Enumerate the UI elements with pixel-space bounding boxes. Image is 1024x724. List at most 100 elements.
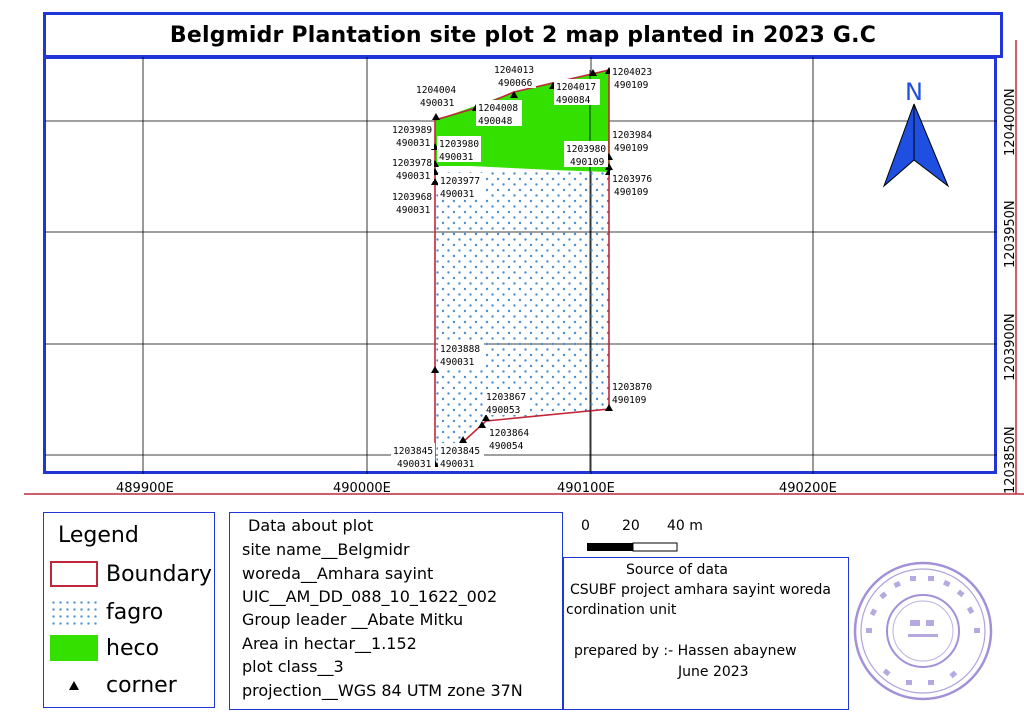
prepared-by: prepared by :- Hassen abaynew bbox=[574, 643, 797, 659]
scale-label: 0 bbox=[581, 518, 590, 534]
info-heading: Data about plot bbox=[248, 516, 374, 535]
coord-label-n: 490066 bbox=[498, 78, 533, 89]
corner-triangle-icon bbox=[69, 680, 79, 690]
coord-label-e: 1204008 bbox=[478, 103, 518, 114]
coord-label-e: 1203867 bbox=[486, 392, 526, 403]
legend-item-boundary: Boundary bbox=[50, 561, 212, 587]
corner-marker bbox=[459, 436, 467, 443]
x-tick-label: 490100E bbox=[557, 481, 615, 496]
coord-label-n: 490053 bbox=[486, 405, 520, 416]
coord-label-n: 490109 bbox=[614, 187, 649, 198]
info-plot-class: plot class__3 bbox=[242, 657, 344, 676]
prepared-date: June 2023 bbox=[678, 664, 749, 680]
heco-swatch bbox=[50, 635, 98, 661]
map-frame bbox=[43, 56, 997, 474]
coord-label-n: 490031 bbox=[440, 189, 475, 200]
legend-panel: Legend Boundary fagro heco corner bbox=[43, 512, 215, 708]
coord-label-e: 1204013 bbox=[494, 65, 534, 76]
map-canvas: 1204013 490066 1204023 490109 1204004 49… bbox=[24, 40, 1024, 496]
coord-label-n: 490109 bbox=[614, 80, 649, 91]
coord-label-n: 490031 bbox=[440, 459, 475, 470]
corner-marker bbox=[589, 69, 597, 76]
legend-item-corner: corner bbox=[50, 672, 177, 698]
coord-label-e: 1204017 bbox=[556, 82, 596, 93]
legend-item-fagro: fagro bbox=[50, 599, 163, 625]
legend-item-heco: heco bbox=[50, 635, 159, 661]
coord-label-n: 490084 bbox=[556, 95, 591, 106]
x-tick-label: 490000E bbox=[333, 481, 391, 496]
info-woreda: woreda__Amhara sayint bbox=[242, 564, 434, 583]
corner-marker bbox=[510, 91, 518, 98]
corner-marker bbox=[478, 421, 486, 428]
plot-info-panel: Data about plot site name__Belgmidr wore… bbox=[229, 512, 563, 710]
x-tick-label: 489900E bbox=[116, 481, 174, 496]
source-heading: Source of data bbox=[626, 562, 729, 578]
map-title: Belgmidr Plantation site plot 2 map plan… bbox=[169, 22, 877, 48]
fagro-area bbox=[435, 172, 609, 466]
corner-marker bbox=[605, 163, 613, 170]
legend-label: fagro bbox=[106, 599, 164, 625]
north-arrow: N bbox=[882, 78, 950, 188]
coord-label-e: 1203984 bbox=[612, 130, 652, 141]
corner-marker bbox=[431, 178, 439, 185]
corner-marker bbox=[605, 404, 613, 411]
coord-label-n: 490109 bbox=[612, 395, 647, 406]
scale-label: 40 m bbox=[667, 518, 703, 534]
corner-marker bbox=[431, 366, 439, 373]
official-stamp-seal bbox=[853, 561, 993, 701]
x-axis-labels: 489900E 490000E 490100E 490200E bbox=[116, 481, 837, 496]
info-group-leader: Group leader __Abate Mitku bbox=[242, 610, 464, 629]
coord-label-n: 490031 bbox=[396, 171, 431, 182]
scale-bar: 0 20 40 m bbox=[581, 518, 703, 552]
scale-segment-empty bbox=[632, 542, 678, 552]
coord-label-e: 1203976 bbox=[612, 174, 652, 185]
y-tick-label: 1203900N bbox=[1003, 313, 1018, 381]
coord-label-e: 1203968 bbox=[392, 192, 432, 203]
info-area: Area in hectar__1.152 bbox=[242, 634, 417, 653]
north-arrow-label: N bbox=[905, 78, 923, 106]
source-line-2: cordination unit bbox=[566, 602, 677, 618]
coord-label-n: 490109 bbox=[570, 157, 605, 168]
y-axis-labels: 1204000N 1203950N 1203900N 1203850N bbox=[1003, 88, 1018, 494]
y-tick-label: 1203850N bbox=[1003, 426, 1018, 494]
x-tick-label: 490200E bbox=[779, 481, 837, 496]
corner-swatch bbox=[50, 672, 98, 698]
info-projection: projection__WGS 84 UTM zone 37N bbox=[242, 681, 523, 700]
coord-label-e: 1204023 bbox=[612, 67, 652, 78]
coord-label-e: 1203888 bbox=[440, 344, 480, 355]
corner-marker bbox=[432, 113, 440, 120]
info-uic: UIC__AM_DD_088_10_1622_002 bbox=[242, 587, 498, 606]
coord-label-e: 1204004 bbox=[416, 85, 456, 96]
coord-label-n: 490109 bbox=[614, 143, 649, 154]
coord-label-e: 1203870 bbox=[612, 382, 652, 393]
coord-label-e: 1203978 bbox=[392, 158, 432, 169]
fagro-swatch bbox=[50, 599, 98, 625]
coord-label-n: 490031 bbox=[439, 152, 474, 163]
legend-label: Boundary bbox=[106, 561, 212, 587]
source-line-1: CSUBF project amhara sayint woreda bbox=[570, 582, 831, 598]
coord-label-n: 490031 bbox=[420, 98, 455, 109]
coord-label-n: 490031 bbox=[440, 357, 475, 368]
legend-title: Legend bbox=[58, 523, 139, 548]
coordinate-labels: 1204013 490066 1204023 490109 1204004 49… bbox=[390, 63, 656, 470]
coord-label-e: 1203980 bbox=[566, 144, 606, 155]
coord-label-e: 1203977 bbox=[440, 176, 480, 187]
coord-label-e: 1203989 bbox=[392, 125, 432, 136]
coord-label-n: 490048 bbox=[478, 116, 513, 127]
info-site-name: site name__Belgmidr bbox=[242, 540, 410, 559]
coord-label-n: 490031 bbox=[397, 459, 432, 470]
legend-label: heco bbox=[106, 635, 160, 661]
coord-label-e: 1203845 bbox=[393, 446, 433, 457]
map-title-box: Belgmidr Plantation site plot 2 map plan… bbox=[43, 12, 1003, 58]
source-panel: Source of data CSUBF project amhara sayi… bbox=[563, 557, 849, 710]
corner-marker bbox=[482, 414, 490, 421]
legend-label: corner bbox=[106, 672, 177, 698]
coord-label-n: 490031 bbox=[396, 205, 431, 216]
coord-label-n: 490054 bbox=[489, 441, 524, 452]
boundary-swatch bbox=[50, 561, 98, 587]
north-arrow-left-half bbox=[882, 103, 915, 188]
coord-label-n: 490031 bbox=[396, 138, 431, 149]
coord-label-e: 1203845 bbox=[440, 446, 480, 457]
y-tick-label: 1203950N bbox=[1003, 200, 1018, 268]
coord-label-e: 1203864 bbox=[489, 428, 529, 439]
